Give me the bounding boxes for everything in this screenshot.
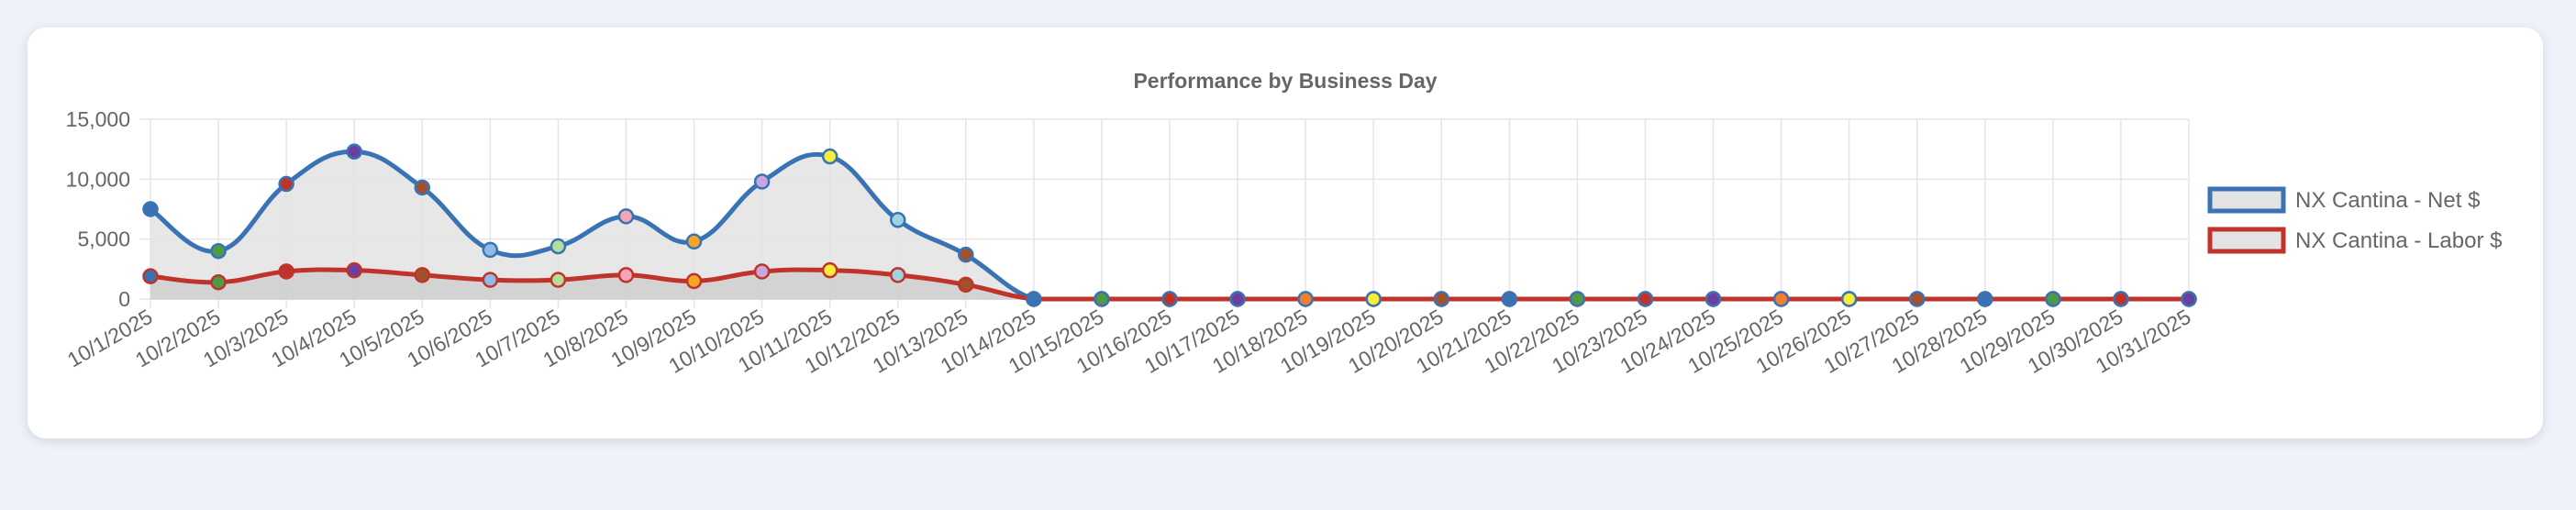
- data-point-net[interactable]: [1229, 291, 1246, 307]
- y-axis-ticks: 0 5,000 10,000 15,000: [66, 107, 130, 311]
- data-point-net[interactable]: [1094, 291, 1110, 307]
- legend-item-net[interactable]: NX Cantina - Net $: [2207, 186, 2480, 214]
- legend: NX Cantina - Net $ NX Cantina - Labor $: [2207, 186, 2502, 254]
- data-point-labor[interactable]: [685, 272, 703, 290]
- chart-card: Performance by Business Day 0 5,000 10,000…: [28, 28, 2543, 438]
- series-fills: [150, 151, 2189, 299]
- data-point-net[interactable]: [2045, 291, 2061, 307]
- data-point-net[interactable]: [1433, 291, 1450, 307]
- y-tick-label: 0: [118, 287, 130, 311]
- data-point-net[interactable]: [1297, 291, 1314, 307]
- y-tick-label: 10,000: [66, 167, 130, 191]
- data-point-net[interactable]: [1704, 291, 1722, 307]
- legend-label-labor: NX Cantina - Labor $: [2295, 228, 2502, 253]
- data-point-labor[interactable]: [958, 276, 974, 294]
- data-point-net[interactable]: [958, 246, 974, 263]
- data-point-net[interactable]: [210, 242, 227, 260]
- data-point-labor[interactable]: [617, 267, 635, 283]
- data-point-net[interactable]: [1501, 291, 1518, 307]
- data-point-net[interactable]: [753, 173, 771, 190]
- data-point-net[interactable]: [2181, 291, 2197, 307]
- data-point-net[interactable]: [889, 212, 906, 228]
- data-point-net[interactable]: [1161, 291, 1178, 307]
- data-point-net[interactable]: [346, 143, 362, 161]
- chart-title: Performance by Business Day: [1133, 69, 1437, 93]
- data-point-net[interactable]: [414, 179, 431, 196]
- data-point-labor[interactable]: [142, 268, 159, 284]
- series-fill-net: [150, 151, 2189, 299]
- data-point-net[interactable]: [278, 175, 294, 193]
- data-point-net[interactable]: [550, 238, 567, 255]
- data-point-net[interactable]: [142, 201, 159, 217]
- line-chart: Performance by Business Day 0 5,000 10,000…: [63, 69, 2503, 378]
- data-point-labor[interactable]: [821, 261, 838, 279]
- data-point-labor[interactable]: [414, 267, 431, 283]
- data-point-net[interactable]: [482, 241, 499, 259]
- data-point-net[interactable]: [617, 208, 635, 225]
- data-point-labor[interactable]: [482, 272, 499, 288]
- data-point-net[interactable]: [821, 148, 838, 165]
- legend-item-labor[interactable]: NX Cantina - Labor $: [2207, 227, 2502, 254]
- data-point-net[interactable]: [1569, 291, 1586, 307]
- legend-swatch-labor: [2207, 227, 2286, 254]
- y-tick-label: 5,000: [77, 227, 130, 251]
- data-point-net[interactable]: [1840, 291, 1858, 307]
- legend-label-net: NX Cantina - Net $: [2295, 188, 2480, 213]
- y-tick-label: 15,000: [66, 107, 130, 131]
- data-point-net[interactable]: [1637, 291, 1654, 307]
- data-point-net[interactable]: [1977, 291, 1993, 307]
- data-point-labor[interactable]: [278, 263, 294, 280]
- data-point-labor[interactable]: [889, 267, 906, 283]
- data-point-net[interactable]: [2113, 291, 2129, 307]
- data-point-net[interactable]: [1908, 291, 1926, 307]
- series-fill-labor: [150, 270, 2189, 299]
- data-point-net[interactable]: [685, 233, 703, 250]
- data-point-net[interactable]: [1026, 291, 1042, 307]
- data-point-net[interactable]: [1365, 291, 1382, 307]
- data-point-labor[interactable]: [753, 263, 771, 280]
- data-point-labor[interactable]: [550, 272, 567, 288]
- x-axis-ticks: 10/1/202510/2/202510/3/202510/4/202510/5…: [63, 305, 2195, 378]
- legend-swatch-net: [2207, 186, 2286, 214]
- data-points: [142, 143, 2197, 307]
- data-point-labor[interactable]: [210, 273, 227, 291]
- data-point-labor[interactable]: [346, 261, 362, 279]
- data-point-net[interactable]: [1772, 291, 1790, 307]
